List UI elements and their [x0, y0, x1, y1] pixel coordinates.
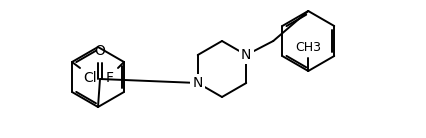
Text: O: O	[95, 44, 106, 58]
Text: CH3: CH3	[295, 41, 321, 54]
Text: N: N	[193, 76, 203, 90]
Text: N: N	[241, 48, 251, 62]
Text: F: F	[106, 71, 114, 85]
Text: Cl: Cl	[83, 71, 97, 85]
